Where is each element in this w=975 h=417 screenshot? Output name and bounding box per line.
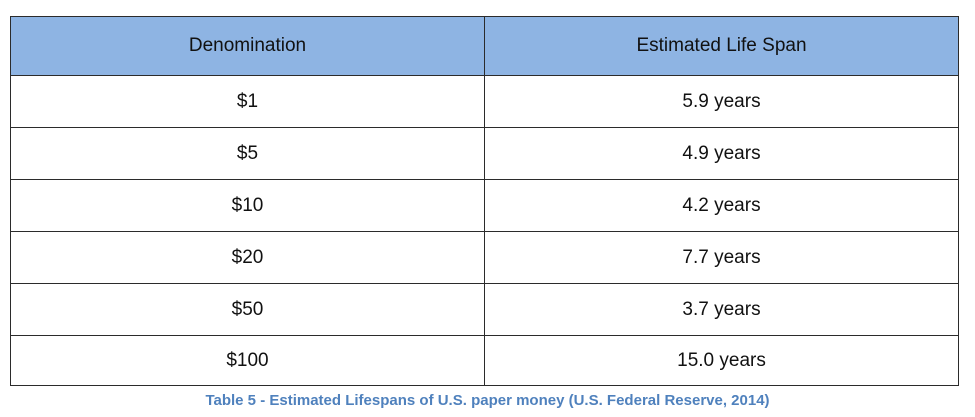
header-estimated-life-span: Estimated Life Span bbox=[484, 16, 959, 76]
table-header: Denomination Estimated Life Span bbox=[10, 16, 959, 76]
table-row: $100 15.0 years bbox=[10, 335, 959, 386]
life-span-cell: 4.2 years bbox=[484, 179, 959, 232]
header-row: Denomination Estimated Life Span bbox=[10, 16, 959, 76]
denomination-cell: $1 bbox=[10, 75, 485, 128]
lifespan-table: Denomination Estimated Life Span $1 5.9 … bbox=[10, 16, 959, 386]
table-row: $50 3.7 years bbox=[10, 283, 959, 336]
denomination-cell: $50 bbox=[10, 283, 485, 336]
table-row: $5 4.9 years bbox=[10, 127, 959, 180]
denomination-cell: $20 bbox=[10, 231, 485, 284]
header-denomination: Denomination bbox=[10, 16, 485, 76]
table-row: $20 7.7 years bbox=[10, 231, 959, 284]
life-span-cell: 5.9 years bbox=[484, 75, 959, 128]
denomination-cell: $5 bbox=[10, 127, 485, 180]
life-span-cell: 4.9 years bbox=[484, 127, 959, 180]
life-span-cell: 3.7 years bbox=[484, 283, 959, 336]
table-row: $1 5.9 years bbox=[10, 75, 959, 128]
table-body: $1 5.9 years $5 4.9 years $10 4.2 years … bbox=[10, 75, 959, 386]
table-row: $10 4.2 years bbox=[10, 179, 959, 232]
lifespan-table-container: Denomination Estimated Life Span $1 5.9 … bbox=[10, 16, 959, 386]
table-caption: Table 5 - Estimated Lifespans of U.S. pa… bbox=[205, 392, 770, 409]
denomination-cell: $10 bbox=[10, 179, 485, 232]
denomination-cell: $100 bbox=[10, 335, 485, 386]
life-span-cell: 7.7 years bbox=[484, 231, 959, 284]
life-span-cell: 15.0 years bbox=[484, 335, 959, 386]
